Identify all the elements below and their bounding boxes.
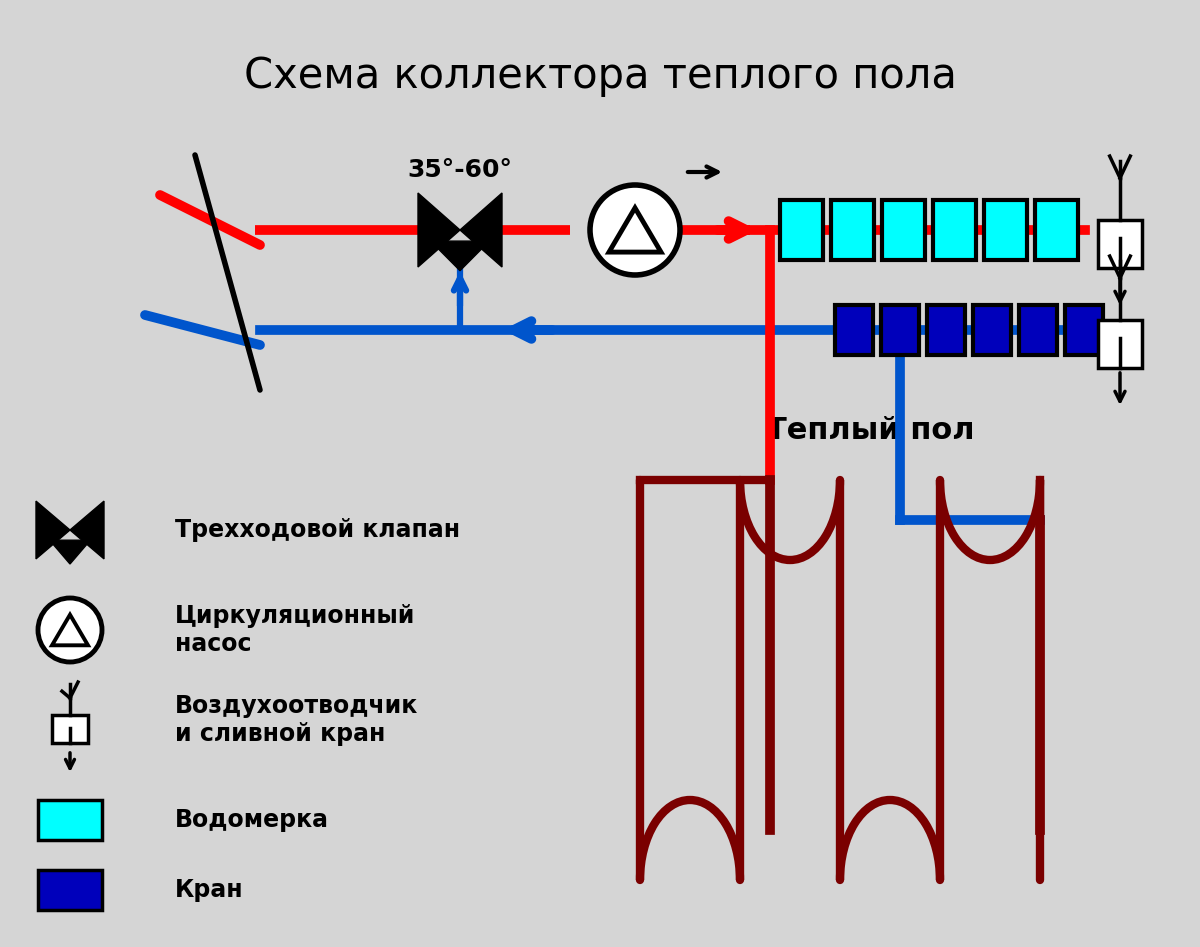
- Circle shape: [590, 185, 680, 275]
- Bar: [780, 200, 823, 260]
- Bar: [1066, 305, 1103, 355]
- Text: Кран: Кран: [175, 878, 244, 902]
- Bar: [1098, 220, 1142, 268]
- Bar: [1019, 305, 1057, 355]
- Text: Циркуляционный
насос: Циркуляционный насос: [175, 604, 415, 656]
- Bar: [1098, 320, 1142, 368]
- Bar: [928, 305, 965, 355]
- Bar: [38, 870, 102, 910]
- Polygon shape: [418, 193, 460, 267]
- Bar: [882, 200, 925, 260]
- Polygon shape: [431, 241, 490, 271]
- Bar: [38, 800, 102, 840]
- Polygon shape: [70, 501, 104, 559]
- Text: Водомерка: Водомерка: [175, 808, 329, 832]
- Polygon shape: [460, 193, 502, 267]
- Text: 35°-60°: 35°-60°: [408, 158, 512, 182]
- Polygon shape: [49, 540, 90, 564]
- Text: Теплый пол: Теплый пол: [766, 416, 974, 444]
- Bar: [984, 200, 1027, 260]
- Polygon shape: [36, 501, 70, 559]
- Bar: [52, 715, 88, 743]
- Bar: [835, 305, 874, 355]
- Text: Схема коллектора теплого пола: Схема коллектора теплого пола: [244, 55, 956, 97]
- Bar: [934, 200, 976, 260]
- Bar: [973, 305, 1010, 355]
- Text: Трехходовой клапан: Трехходовой клапан: [175, 518, 460, 542]
- Bar: [830, 200, 874, 260]
- Text: Воздухоотводчик
и сливной кран: Воздухоотводчик и сливной кран: [175, 694, 419, 746]
- Bar: [881, 305, 919, 355]
- Circle shape: [38, 598, 102, 662]
- Bar: [1034, 200, 1078, 260]
